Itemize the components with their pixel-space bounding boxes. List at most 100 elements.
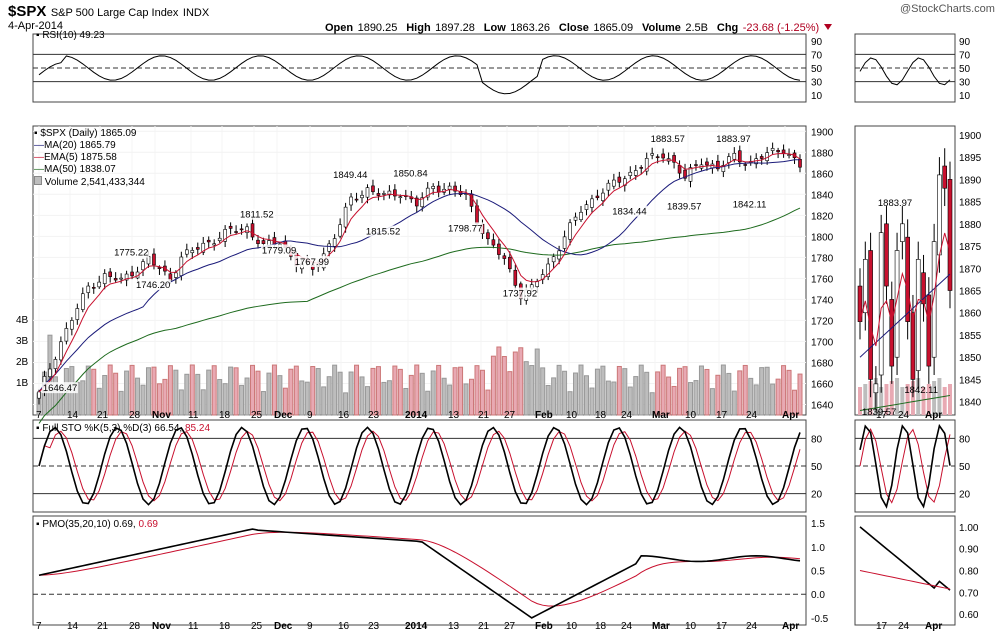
volume-bar-right bbox=[900, 387, 905, 415]
volume-bar bbox=[770, 383, 776, 416]
candle-body-right bbox=[910, 312, 916, 380]
candle-body bbox=[228, 225, 233, 229]
price-annotations: 1646.47 1775.22 1746.20 1811.52 1779.091767.… bbox=[41, 133, 938, 418]
price-annotation: 1839.57 bbox=[667, 201, 701, 212]
candle-body bbox=[206, 239, 211, 243]
rsi-icon: ▪ bbox=[36, 30, 40, 41]
rsi-tick-label: 50 bbox=[811, 64, 823, 75]
annotation-bg bbox=[260, 244, 297, 256]
pmo-tick-label: -0.5 bbox=[811, 614, 829, 625]
volume-bar bbox=[244, 377, 250, 416]
volume-bar bbox=[277, 375, 283, 416]
volume-bar bbox=[660, 364, 666, 416]
price-tick-label: 1720 bbox=[811, 316, 834, 327]
x-tick-label: Feb bbox=[535, 410, 553, 421]
volume-bar bbox=[644, 371, 650, 416]
volume-bar bbox=[720, 364, 726, 416]
volume-bar bbox=[649, 392, 655, 416]
volume-bar bbox=[239, 384, 245, 416]
x-tick-label-bottom: 13 bbox=[448, 621, 460, 632]
rsi-tick-label-right: 50 bbox=[959, 64, 971, 75]
candle-body bbox=[770, 148, 775, 151]
pmo-line bbox=[38, 528, 801, 619]
x-tick-label: 24 bbox=[621, 410, 633, 421]
x-tick-label: 24 bbox=[746, 410, 758, 421]
volume-bar bbox=[742, 364, 748, 416]
volume-bar bbox=[556, 364, 562, 416]
price-tick-label-right: 1870 bbox=[959, 264, 982, 275]
price-panel-frame bbox=[32, 125, 807, 416]
price-annotation: 1842.11 bbox=[733, 199, 767, 210]
x-tick-label-bottom: 27 bbox=[504, 621, 516, 632]
candle-body bbox=[376, 193, 381, 196]
sto-icon: ▪ bbox=[36, 423, 40, 434]
ema5-line bbox=[38, 152, 801, 393]
x-tick-label-bottom: Feb bbox=[535, 621, 553, 632]
price-icon: ▪ bbox=[34, 128, 38, 139]
annotation-bg bbox=[41, 382, 78, 394]
annotation-bg bbox=[364, 225, 401, 237]
candle-body bbox=[661, 153, 665, 159]
symbol: $SPX bbox=[8, 3, 47, 20]
candle-body bbox=[387, 190, 392, 196]
change-value: -23.68 (-1.25%) bbox=[742, 22, 820, 34]
volume-bar bbox=[583, 375, 589, 416]
candle-body bbox=[486, 232, 490, 240]
volume-bar bbox=[496, 346, 502, 416]
x-tick-label-bottom: 28 bbox=[129, 621, 141, 632]
candle-body bbox=[612, 179, 616, 187]
volume-bar bbox=[135, 377, 141, 416]
pmo-label: ▪ PMO(35,20,10) 0.69, 0.69 bbox=[36, 519, 158, 530]
volume-bar-right bbox=[879, 387, 884, 415]
candle-body bbox=[343, 206, 348, 228]
candle-body bbox=[80, 293, 85, 310]
candle-body bbox=[644, 158, 649, 172]
volume-bar bbox=[622, 368, 628, 416]
price-annotation: 1767.99 bbox=[295, 257, 329, 268]
x-tick-label-bottom: 9 bbox=[307, 621, 313, 632]
sto-tick-label: 80 bbox=[811, 434, 823, 445]
volume-bar bbox=[304, 381, 310, 416]
x-tick-label: Nov bbox=[152, 410, 171, 421]
pmo-tick-label-right: 0.70 bbox=[959, 588, 979, 599]
candle-body bbox=[398, 196, 403, 198]
candle-body bbox=[141, 261, 145, 271]
volume-bar bbox=[348, 371, 354, 416]
candle-body bbox=[453, 185, 457, 192]
price-annotation: 1811.52 bbox=[240, 210, 274, 221]
x-tick-label-bottom: 11 bbox=[188, 621, 199, 632]
candle-body bbox=[261, 240, 266, 244]
candle-body bbox=[152, 253, 156, 266]
legend-ema5: —EMA(5) 1875.58 bbox=[34, 152, 117, 163]
candle-body bbox=[677, 165, 682, 174]
volume-bar bbox=[677, 367, 683, 416]
volume-bar bbox=[184, 373, 190, 416]
candle-body bbox=[705, 161, 709, 166]
candle-body bbox=[91, 287, 96, 289]
x-tick-label: 17 bbox=[716, 410, 728, 421]
price-tick-label-right: 1850 bbox=[959, 353, 982, 364]
candle-body bbox=[393, 189, 397, 197]
price-tick-label-right: 1860 bbox=[959, 309, 982, 320]
candle-body bbox=[491, 239, 496, 246]
candle-body bbox=[48, 368, 52, 377]
volume-bar bbox=[118, 390, 124, 416]
volume-bar bbox=[337, 371, 343, 416]
annotation-bg bbox=[611, 205, 648, 217]
volume-bar bbox=[113, 372, 119, 416]
volume-bar bbox=[156, 383, 162, 416]
volume-tick-label: 1B bbox=[16, 378, 29, 389]
volume-bar bbox=[775, 378, 781, 416]
volume-bar bbox=[343, 392, 349, 416]
pmo-tick-label: 0.0 bbox=[811, 590, 825, 601]
candle-body-right bbox=[894, 250, 900, 358]
rsi-label: ▪ RSI(10) 49.23 bbox=[36, 30, 105, 41]
candle-body bbox=[639, 167, 644, 169]
candle-body bbox=[75, 308, 80, 320]
annotation-bg bbox=[649, 133, 686, 145]
candle-body-right bbox=[889, 299, 895, 367]
candle-body bbox=[37, 391, 41, 399]
volume-bar bbox=[490, 355, 496, 416]
candle-body bbox=[672, 155, 676, 163]
